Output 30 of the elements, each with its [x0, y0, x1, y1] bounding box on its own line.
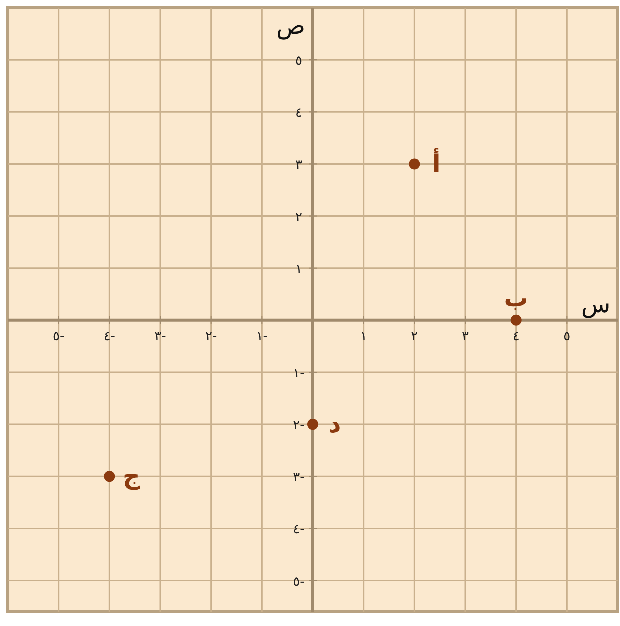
y-axis-title: ص: [276, 12, 306, 40]
x-tick-label: ٥: [564, 329, 571, 344]
y-tick-label: ٤-: [293, 522, 306, 538]
y-tick-label: ٣-: [293, 470, 306, 486]
point: [510, 314, 522, 326]
x-tick-label: ٣-: [154, 329, 167, 344]
y-tick-label: ١-: [293, 366, 306, 382]
x-tick-label: ٤-: [104, 329, 116, 344]
x-tick-label: ٣: [462, 329, 470, 344]
y-tick-label: ٥-: [293, 574, 306, 590]
y-tick-label: ٥: [296, 54, 303, 70]
annotation: أ: [432, 148, 441, 178]
x-tick-label: ٢-: [205, 329, 218, 344]
point: [409, 158, 420, 170]
point: [308, 419, 318, 430]
annotation: ج: [123, 462, 142, 491]
y-tick-label: ٢-: [293, 418, 306, 434]
y-tick-label: ١: [296, 262, 302, 278]
x-tick-label: ١: [360, 329, 368, 344]
annotation: د: [328, 410, 342, 439]
y-tick-label: ٢: [296, 210, 303, 226]
x-tick-label: ٥-: [52, 329, 65, 344]
point: [104, 471, 116, 482]
x-axis-title: س: [581, 290, 611, 318]
x-tick-label: ٤: [512, 329, 520, 344]
y-tick-label: ٣: [296, 158, 303, 174]
annotation: ب: [504, 284, 528, 312]
x-tick-label: ١-: [256, 329, 268, 344]
x-tick-label: ٢: [411, 329, 418, 344]
y-tick-label: ٤: [296, 106, 302, 122]
